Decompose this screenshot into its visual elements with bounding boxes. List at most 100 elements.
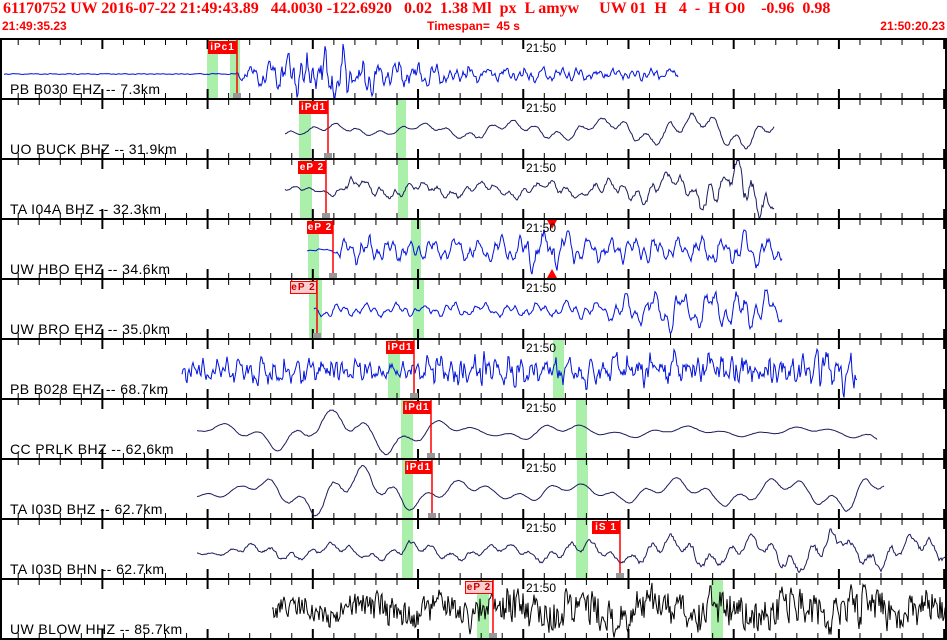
- station-label: PB B028 EHZ -- 68.7km: [10, 381, 169, 397]
- highlight-band: [477, 580, 489, 638]
- phase-pick-marker[interactable]: iPd1: [403, 401, 431, 414]
- waveform-canvas[interactable]: [2, 460, 945, 518]
- phase-pick-marker[interactable]: eP 2: [298, 161, 326, 174]
- trace-row-9[interactable]: iS 1 21:50 TA I03D BHN -- 62.7km: [0, 518, 947, 578]
- waveform-canvas[interactable]: [2, 340, 945, 398]
- phase-pick-marker[interactable]: iS 1: [592, 521, 620, 534]
- highlight-band: [299, 100, 311, 158]
- pick-base-marker: [233, 93, 241, 98]
- pick-base-marker: [313, 333, 321, 338]
- phase-pick-marker[interactable]: iPd1: [299, 101, 328, 114]
- phase-pick-marker[interactable]: iPd1: [386, 341, 414, 354]
- phase-pick-label: iPd1: [405, 462, 432, 473]
- amplitude-marker-bottom: [547, 269, 557, 278]
- pick-base-marker: [324, 153, 332, 158]
- station-label: TA I03D BHN -- 62.7km: [10, 561, 165, 577]
- highlight-band: [309, 280, 322, 338]
- phase-pick-label: eP 2: [299, 162, 325, 173]
- trace-panels: iPc1 21:50 PB B030 EHZ -- 7.3km iPd1 21:…: [0, 38, 947, 638]
- station-label: CC PRLK BHZ -- 62.6km: [10, 441, 174, 457]
- trace-row-10[interactable]: eP 2 21:50 UW BLOW HHZ -- 85.7km: [0, 578, 947, 638]
- minute-tick-label: 21:50: [526, 461, 557, 475]
- phase-pick-label: iPd1: [300, 102, 327, 113]
- trace-row-1[interactable]: iPc1 21:50 PB B030 EHZ -- 7.3km: [0, 38, 947, 98]
- station-label: UW BLOW HHZ -- 85.7km: [10, 621, 183, 637]
- waveform-canvas[interactable]: [2, 400, 945, 458]
- highlight-band: [576, 520, 588, 578]
- waveform-trace[interactable]: [313, 289, 783, 334]
- waveform-trace[interactable]: [196, 465, 885, 517]
- station-label: UW HBO EHZ -- 34.6km: [10, 261, 171, 277]
- station-label: UW BRO EHZ -- 35.0km: [10, 321, 171, 337]
- trace-row-4[interactable]: eP 2 21:50 UW HBO EHZ -- 34.6km: [0, 218, 947, 278]
- phase-pick-marker[interactable]: iPd1: [405, 461, 432, 474]
- waveform-trace[interactable]: [306, 229, 783, 275]
- highlight-band: [553, 340, 564, 398]
- pick-base-marker: [616, 573, 624, 578]
- trace-row-5[interactable]: eP 2 21:50 UW BRO EHZ -- 35.0km: [0, 278, 947, 338]
- waveform-canvas[interactable]: [2, 580, 945, 638]
- station-label: TA I03D BHZ -- 62.7km: [10, 501, 163, 517]
- waveform-canvas[interactable]: [2, 160, 945, 218]
- waveform-trace[interactable]: [3, 43, 679, 98]
- station-label: TA I04A BHZ -- 32.3km: [10, 201, 162, 217]
- phase-pick-marker[interactable]: eP 2: [307, 221, 333, 234]
- window-end-time: 21:50:20.23: [880, 19, 945, 33]
- highlight-band: [413, 280, 424, 338]
- phase-pick-label: iPd1: [387, 342, 413, 353]
- highlight-band: [402, 520, 413, 578]
- phase-pick-marker[interactable]: eP 2: [290, 281, 317, 294]
- waveform-canvas[interactable]: [2, 100, 945, 158]
- minute-tick-label: 21:50: [526, 281, 557, 295]
- waveform-trace[interactable]: [284, 160, 775, 218]
- phase-pick-label: iPd1: [404, 402, 430, 413]
- trace-row-7[interactable]: iPd1 21:50 CC PRLK BHZ -- 62.6km: [0, 398, 947, 458]
- waveform-trace[interactable]: [181, 347, 858, 398]
- pick-base-marker: [410, 393, 418, 398]
- phase-pick-label: eP 2: [291, 282, 316, 293]
- minute-tick-label: 21:50: [526, 101, 557, 115]
- phase-pick-marker[interactable]: iPc1: [208, 41, 237, 54]
- amplitude-marker-top: [547, 220, 557, 229]
- highlight-band: [401, 400, 413, 458]
- pick-base-marker: [489, 633, 497, 638]
- waveform-canvas[interactable]: [2, 220, 945, 278]
- minute-tick-label: 21:50: [526, 221, 557, 235]
- trace-row-6[interactable]: iPd1 21:50 PB B028 EHZ -- 68.7km: [0, 338, 947, 398]
- waveform-trace[interactable]: [196, 528, 945, 574]
- minute-tick-label: 21:50: [526, 521, 557, 535]
- event-summary-header: 61170752 UW 2016-07-22 21:49:43.89 44.00…: [3, 0, 831, 17]
- timespan-label: Timespan= 45 s: [427, 19, 520, 33]
- waveform-canvas[interactable]: [2, 280, 945, 338]
- waveform-trace[interactable]: [284, 112, 775, 150]
- highlight-band: [396, 100, 406, 158]
- highlight-band: [207, 40, 218, 98]
- highlight-band: [398, 160, 408, 218]
- minute-tick-label: 21:50: [526, 41, 557, 55]
- minute-tick-label: 21:50: [526, 341, 557, 355]
- phase-pick-label: iS 1: [595, 522, 617, 533]
- window-start-time: 21:49:35.23: [2, 19, 67, 33]
- pick-base-marker: [329, 273, 337, 278]
- waveform-trace[interactable]: [196, 409, 878, 456]
- waveform-trace[interactable]: [271, 582, 945, 638]
- bottom-border: [0, 638, 947, 640]
- phase-pick-label: iPc1: [210, 42, 235, 53]
- pick-base-marker: [428, 513, 436, 518]
- minute-tick-label: 21:50: [526, 161, 557, 175]
- phase-pick-label: eP 2: [466, 582, 492, 593]
- phase-pick-label: eP 2: [307, 222, 333, 233]
- trace-row-2[interactable]: iPd1 21:50 UO BUCK BHZ -- 31.9km: [0, 98, 947, 158]
- trace-row-8[interactable]: iPd1 21:50 TA I03D BHZ -- 62.7km: [0, 458, 947, 518]
- pick-base-marker: [322, 213, 330, 218]
- waveform-canvas[interactable]: [2, 520, 945, 578]
- highlight-band: [230, 40, 240, 98]
- highlight-band: [577, 460, 588, 518]
- phase-pick-marker[interactable]: eP 2: [465, 581, 493, 594]
- minute-tick-label: 21:50: [526, 401, 557, 415]
- highlight-band: [576, 400, 587, 458]
- highlight-band: [402, 460, 413, 518]
- pick-base-marker: [427, 453, 435, 458]
- trace-row-3[interactable]: eP 2 21:50 TA I04A BHZ -- 32.3km: [0, 158, 947, 218]
